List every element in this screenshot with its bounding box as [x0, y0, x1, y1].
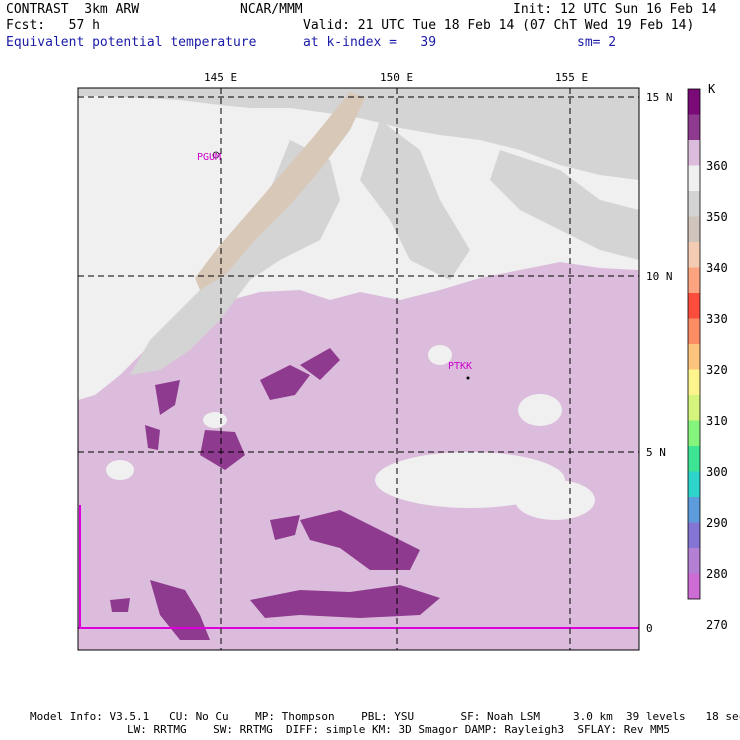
lat-label-15n: 15 N [646, 91, 673, 104]
legend-swatch [688, 267, 700, 293]
legend-swatch [688, 216, 700, 242]
legend-label-360: 360 [706, 159, 728, 173]
station-label-ptkk: PTKK [448, 361, 473, 372]
legend-swatch [688, 114, 700, 140]
legend-swatch [688, 242, 700, 268]
legend-label-300: 300 [706, 465, 728, 479]
station-label-pgum: PGUM [197, 152, 222, 163]
lat-label-0: 0 [646, 622, 653, 635]
legend-label-280: 280 [706, 567, 728, 581]
theta-e-field [78, 88, 639, 650]
lat-label-5n: 5 N [646, 446, 666, 459]
legend-swatch [688, 420, 700, 446]
product-title: CONTRAST 3km ARW [6, 2, 140, 17]
legend-label-290: 290 [706, 516, 728, 530]
lat-label-10n: 10 N [646, 270, 673, 283]
init-time: Init: 12 UTC Sun 16 Feb 14 [513, 2, 717, 17]
lon-label-155e: 155 E [555, 71, 589, 84]
smoothing-info: sm= 2 [577, 35, 617, 50]
legend-border [687, 88, 701, 600]
legend-swatch [688, 293, 700, 319]
legend-label-340: 340 [706, 261, 728, 275]
legend-swatch [688, 140, 700, 166]
lon-label-145e: 145 E [204, 71, 238, 84]
legend-colorbar [687, 88, 701, 600]
legend-label-330: 330 [706, 312, 728, 326]
lat-lon-grid [78, 88, 639, 650]
station-marker-pgum [212, 151, 220, 159]
legend-swatch [688, 471, 700, 497]
legend-swatch [688, 89, 700, 115]
map-frame [77, 87, 640, 651]
legend-swatch [688, 318, 700, 344]
legend-swatch [688, 548, 700, 574]
model-info-line2: LW: RRTMG SW: RRTMG DIFF: simple KM: 3D … [127, 723, 671, 736]
legend-label-350: 350 [706, 210, 728, 224]
model-info-line1: Model Info: V3.5.1 CU: No Cu MP: Thompso… [30, 710, 740, 723]
legend-swatch [688, 191, 700, 217]
legend-label-310: 310 [706, 414, 728, 428]
legend-label-270: 270 [706, 618, 728, 632]
legend-swatch [688, 369, 700, 395]
field-name: Equivalent potential temperature [6, 35, 257, 50]
legend-swatch [688, 446, 700, 472]
institution-label: NCAR/MMM [240, 2, 303, 17]
legend-swatch [688, 573, 700, 599]
valid-time: Valid: 21 UTC Tue 18 Feb 14 (07 ChT Wed … [303, 18, 695, 33]
forecast-hour: Fcst: 57 h [6, 18, 100, 33]
legend-swatch [688, 395, 700, 421]
station-marker-ptkk [466, 376, 470, 380]
legend-label-320: 320 [706, 363, 728, 377]
lon-label-150e: 150 E [380, 71, 414, 84]
level-info: at k-index = 39 [303, 35, 437, 50]
legend-swatch [688, 497, 700, 523]
legend-swatch [688, 522, 700, 548]
legend-swatch [688, 165, 700, 191]
legend-unit: K [708, 82, 716, 96]
legend-swatch [688, 344, 700, 370]
